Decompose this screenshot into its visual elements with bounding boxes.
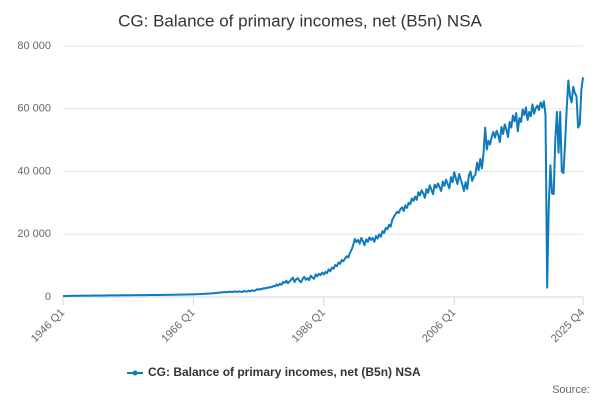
y-tick-label: 60 000 [17,103,51,115]
legend-marker [132,370,138,376]
x-tick-label: 1966 Q1 [159,307,197,345]
legend-label: CG: Balance of primary incomes, net (B5n… [148,365,421,379]
x-tick-label: 2006 Q1 [420,307,458,345]
x-tick-label: 2025 Q4 [549,307,587,345]
y-tick-label: 80 000 [17,40,51,52]
x-tick-label: 1986 Q1 [290,307,328,345]
x-tick-label: 1946 Q1 [29,307,67,345]
series-line [62,77,584,298]
y-tick-label: 40 000 [17,165,51,177]
y-tick-label: 20 000 [17,228,51,240]
chart-title: CG: Balance of primary incomes, net (B5n… [118,11,482,30]
source: Source: [552,384,590,396]
y-tick-label: 0 [45,291,51,303]
